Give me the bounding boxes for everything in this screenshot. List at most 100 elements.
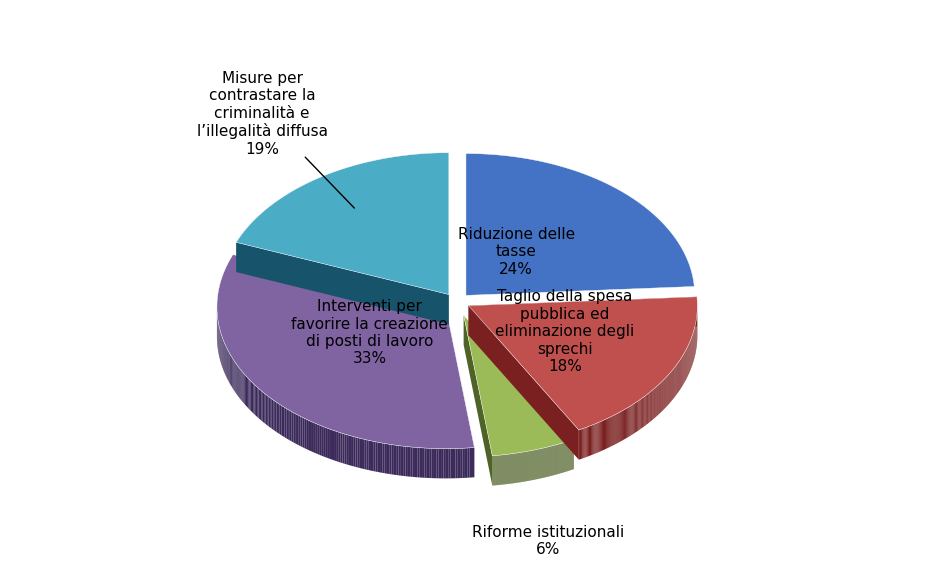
Polygon shape (250, 380, 251, 411)
Polygon shape (217, 254, 475, 448)
Polygon shape (255, 385, 256, 416)
Polygon shape (326, 427, 328, 458)
Polygon shape (627, 407, 628, 438)
Polygon shape (266, 394, 267, 425)
Polygon shape (424, 448, 427, 478)
Polygon shape (314, 423, 315, 453)
Polygon shape (444, 448, 446, 479)
Polygon shape (582, 428, 583, 459)
Polygon shape (465, 448, 467, 478)
Polygon shape (320, 425, 322, 456)
Polygon shape (446, 448, 448, 479)
Polygon shape (389, 444, 391, 475)
Polygon shape (276, 402, 278, 433)
Polygon shape (620, 412, 621, 442)
Polygon shape (239, 366, 240, 398)
Polygon shape (604, 419, 605, 450)
Polygon shape (315, 423, 318, 454)
Polygon shape (399, 446, 401, 476)
Polygon shape (318, 424, 320, 455)
Polygon shape (441, 448, 444, 479)
Text: Misure per
contrastare la
criminalità e
l’illegalità diffusa
19%: Misure per contrastare la criminalità e … (197, 71, 328, 157)
Polygon shape (263, 392, 264, 423)
Polygon shape (617, 413, 618, 443)
Polygon shape (369, 440, 371, 471)
Polygon shape (590, 426, 592, 456)
Polygon shape (624, 409, 625, 439)
Polygon shape (469, 297, 697, 430)
Polygon shape (341, 432, 343, 463)
Polygon shape (362, 439, 364, 469)
Polygon shape (328, 428, 329, 459)
Polygon shape (614, 415, 615, 445)
Polygon shape (324, 427, 326, 457)
Polygon shape (472, 448, 475, 477)
Polygon shape (275, 401, 276, 432)
Polygon shape (605, 419, 607, 450)
Polygon shape (625, 409, 626, 439)
Polygon shape (436, 448, 439, 479)
Polygon shape (595, 423, 596, 453)
Polygon shape (382, 443, 385, 473)
Polygon shape (623, 410, 624, 440)
Polygon shape (288, 410, 290, 440)
Polygon shape (593, 424, 594, 454)
Polygon shape (410, 447, 413, 477)
Polygon shape (358, 438, 359, 468)
Polygon shape (292, 411, 293, 442)
Polygon shape (458, 448, 461, 478)
Polygon shape (346, 435, 349, 465)
Polygon shape (251, 381, 252, 412)
Polygon shape (463, 315, 574, 456)
Polygon shape (467, 448, 470, 478)
Polygon shape (271, 399, 273, 430)
Polygon shape (248, 378, 250, 410)
Polygon shape (586, 427, 587, 457)
Polygon shape (256, 386, 257, 417)
Polygon shape (583, 428, 584, 458)
Polygon shape (290, 411, 292, 442)
Polygon shape (293, 413, 295, 443)
Polygon shape (367, 440, 369, 470)
Polygon shape (385, 443, 387, 473)
Polygon shape (448, 448, 450, 479)
Polygon shape (236, 152, 449, 295)
Polygon shape (413, 447, 415, 477)
Polygon shape (261, 391, 263, 422)
Polygon shape (280, 405, 282, 435)
Polygon shape (241, 370, 242, 402)
Polygon shape (247, 377, 248, 408)
Polygon shape (278, 403, 280, 434)
Polygon shape (578, 430, 580, 460)
Polygon shape (466, 154, 695, 295)
Polygon shape (334, 431, 336, 461)
Polygon shape (394, 445, 396, 475)
Polygon shape (417, 448, 419, 477)
Polygon shape (373, 442, 375, 472)
Polygon shape (427, 448, 430, 478)
Polygon shape (463, 315, 492, 485)
Polygon shape (434, 448, 436, 479)
Polygon shape (621, 411, 622, 442)
Polygon shape (450, 448, 453, 479)
Polygon shape (240, 368, 241, 399)
Polygon shape (364, 439, 367, 469)
Polygon shape (439, 448, 441, 479)
Text: Riduzione delle
tasse
24%: Riduzione delle tasse 24% (458, 227, 575, 277)
Polygon shape (308, 420, 310, 451)
Polygon shape (603, 420, 604, 450)
Polygon shape (419, 448, 422, 477)
Polygon shape (470, 448, 472, 477)
Polygon shape (312, 422, 314, 452)
Polygon shape (462, 448, 465, 478)
Polygon shape (336, 431, 338, 462)
Polygon shape (285, 407, 286, 438)
Polygon shape (594, 424, 595, 454)
Polygon shape (607, 418, 608, 448)
Text: Riforme istituzionali
6%: Riforme istituzionali 6% (473, 525, 624, 558)
Polygon shape (244, 374, 246, 406)
Polygon shape (258, 389, 260, 419)
Polygon shape (602, 420, 603, 451)
Polygon shape (431, 448, 434, 478)
Polygon shape (351, 436, 353, 466)
